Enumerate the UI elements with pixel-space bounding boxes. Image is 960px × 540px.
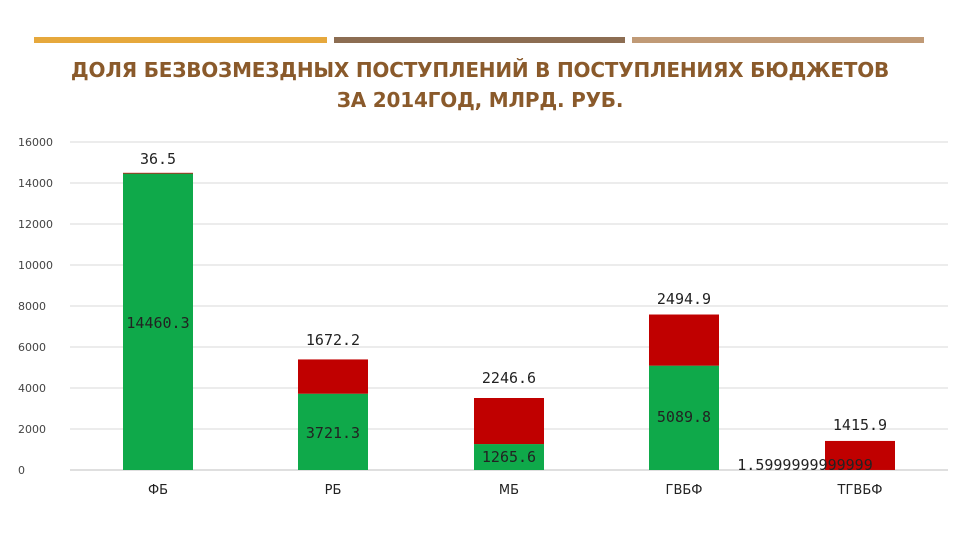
data-label-1-ТГВБФ: 1.5999999999999	[737, 456, 872, 474]
y-tick-label: 6000	[18, 341, 46, 354]
x-category-label: ТГВБФ	[837, 483, 883, 498]
bar-segment-1-ГВБФ	[649, 365, 719, 470]
y-tick-label: 12000	[18, 218, 53, 231]
bar-segment-2-ТГВБФ	[825, 440, 895, 470]
y-tick-label: 16000	[18, 136, 53, 149]
bar-segment-2-ФБ	[123, 172, 193, 174]
chart-title-line-1: ДОЛЯ БЕЗВОЗМЕЗДНЫХ ПОСТУПЛЕНИЙ В ПОСТУПЛ…	[70, 58, 890, 82]
bar-segment-1-МБ	[474, 444, 544, 470]
y-tick-label: 4000	[18, 382, 46, 395]
bar-segment-2-МБ	[474, 397, 544, 445]
data-label-1-МБ: 1265.6	[482, 448, 536, 466]
y-tick-label: 14000	[18, 177, 53, 190]
data-label-2-ФБ: 36.5	[140, 150, 176, 168]
y-axis-ticks: 0 2000 4000 6000 8000 10000 12000 14000 16000	[18, 136, 53, 477]
data-label-2-ТГВБФ: 1415.9	[833, 416, 887, 434]
chart-title-line-2: ЗА 2014ГОД, МЛРД. РУБ.	[336, 88, 624, 112]
bars	[123, 172, 895, 470]
data-label-1-РБ: 3721.3	[306, 424, 360, 442]
x-category-label: МБ	[499, 483, 519, 498]
y-tick-label: 0	[18, 464, 25, 477]
data-label-2-ГВБФ: 2494.9	[657, 290, 711, 308]
x-category-label: ФБ	[148, 483, 168, 498]
bar-segment-1-РБ	[298, 393, 368, 470]
x-axis-categories: ФБ РБ МБ ГВБФ ТГВБФ	[148, 483, 883, 498]
data-label-1-ГВБФ: 5089.8	[657, 408, 711, 426]
top-rule-orange	[34, 37, 327, 43]
y-tick-label: 8000	[18, 300, 46, 313]
data-label-2-МБ: 2246.6	[482, 369, 536, 387]
data-label-2-РБ: 1672.2	[306, 331, 360, 349]
top-rule-tan	[632, 37, 924, 43]
y-tick-label: 10000	[18, 259, 53, 272]
top-rule-brown	[334, 37, 625, 43]
bar-segment-1-ФБ	[123, 173, 193, 470]
bar-segment-2-ГВБФ	[649, 314, 719, 366]
y-tick-label: 2000	[18, 423, 46, 436]
x-category-label: ГВБФ	[666, 483, 703, 498]
data-label-1-ФБ: 14460.3	[126, 314, 189, 332]
data-labels: 14460.3 3721.3 1265.6 5089.8 1.5999999999999…	[126, 150, 887, 474]
bar-segment-2-РБ	[298, 359, 368, 394]
x-category-label: РБ	[325, 483, 342, 498]
chart-title: ДОЛЯ БЕЗВОЗМЕЗДНЫХ ПОСТУПЛЕНИЙ В ПОСТУПЛ…	[40, 55, 920, 115]
